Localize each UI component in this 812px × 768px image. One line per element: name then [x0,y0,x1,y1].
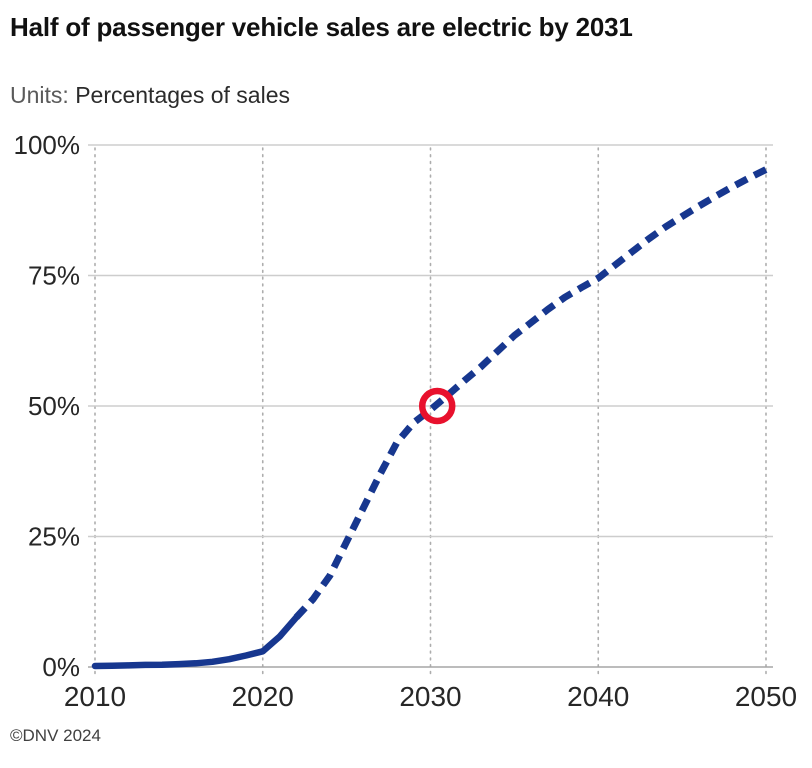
units-label: Units: [10,82,69,108]
series-line-forecast [293,166,768,620]
milestone-marker-ring [418,387,456,425]
y-tick-label: 75% [28,261,80,291]
y-tick-label: 25% [28,522,80,552]
y-tick-label: 0% [42,652,80,682]
x-tick-label: 2030 [399,681,461,712]
x-tick-label: 2050 [735,681,797,712]
copyright-notice: ©DNV 2024 [10,726,101,745]
x-tick-label: 2020 [232,681,294,712]
units-value: Percentages of sales [75,82,290,108]
x-tick-label: 2010 [64,681,126,712]
page-title: Half of passenger vehicle sales are elec… [10,12,633,42]
y-tick-label: 100% [14,130,81,160]
series-line-historical [91,614,300,670]
x-tick-label: 2040 [567,681,629,712]
chart-units-subtitle: Units: Percentages of sales [10,82,790,109]
y-tick-label: 50% [28,391,80,421]
